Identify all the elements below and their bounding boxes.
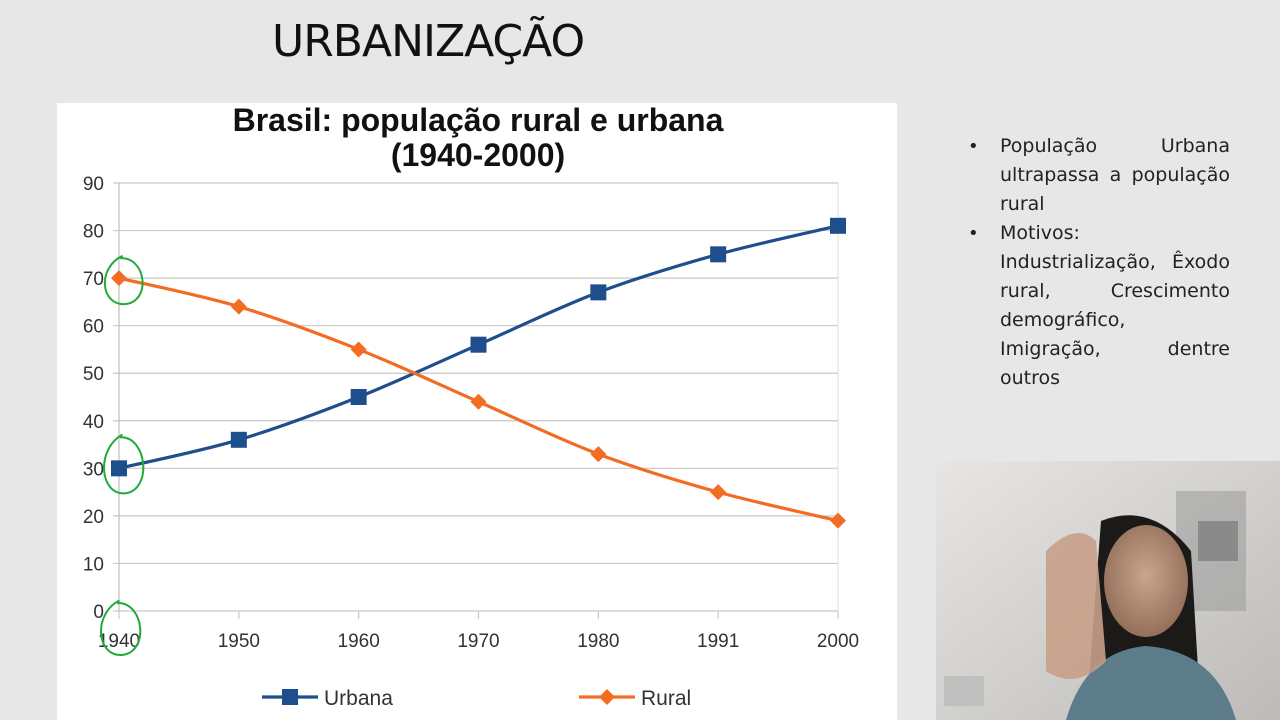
data-point-urbana: [590, 284, 607, 301]
presenter-video-icon: [936, 461, 1280, 720]
chart-svg: Brasil: população rural e urbana (1940-2…: [83, 103, 859, 710]
legend: Urbana Rural: [262, 687, 691, 710]
axes: 0 10 20 30 40 50 60 70 80 90 1940 1950 1960 1970 1980 1…: [83, 174, 859, 652]
annotation-circle: [103, 254, 144, 306]
y-tick-label: 80: [83, 222, 104, 243]
slide-title: URBANIZAÇÃO: [272, 16, 585, 67]
data-point-rural: [470, 393, 487, 410]
chart-subtitle: (1940-2000): [391, 137, 565, 173]
chart-title: Brasil: população rural e urbana: [233, 103, 724, 138]
x-tick-label: 2000: [817, 631, 859, 652]
y-tick-label: 0: [93, 602, 104, 623]
line-chart: Brasil: população rural e urbana (1940-2…: [57, 103, 897, 720]
y-tick-label: 20: [83, 507, 104, 528]
data-point-urbana: [830, 217, 846, 234]
gridlines: [113, 182, 839, 619]
data-point-rural: [710, 484, 727, 501]
x-tick-label: 1991: [697, 631, 739, 652]
data-point-urbana: [470, 336, 487, 353]
handwritten-circles: [100, 254, 145, 657]
legend-marker-rural: [599, 689, 615, 705]
data-point-urbana: [111, 460, 127, 477]
bullet-item: Motivos: Industrialização, Êxodo rural, …: [968, 219, 1230, 393]
legend-marker-urbana: [282, 689, 298, 705]
data-point-rural: [230, 298, 247, 315]
y-tick-label: 30: [83, 459, 104, 480]
series-lines: [111, 217, 846, 529]
x-tick-label: 1950: [218, 631, 260, 652]
data-point-rural: [590, 446, 607, 463]
annotation-circle: [103, 433, 145, 495]
presenter-video: [936, 461, 1280, 720]
legend-label-rural: Rural: [641, 687, 691, 710]
x-tick-label: 1940: [98, 631, 140, 652]
x-tick-label: 1960: [338, 631, 380, 652]
y-tick-label: 50: [83, 364, 104, 385]
bullet-item: População Urbana ultrapassa a população …: [968, 132, 1230, 219]
data-point-urbana: [230, 431, 247, 448]
annotation-circle: [100, 599, 142, 657]
data-point-rural: [830, 512, 846, 529]
legend-label-urbana: Urbana: [324, 687, 393, 710]
data-point-rural: [350, 341, 367, 358]
y-tick-label: 60: [83, 317, 104, 338]
y-tick-label: 10: [83, 554, 104, 575]
x-tick-label: 1980: [577, 631, 619, 652]
y-tick-label: 90: [83, 174, 104, 195]
y-tick-label: 70: [83, 269, 104, 290]
data-point-urbana: [350, 389, 367, 405]
y-tick-label: 40: [83, 412, 104, 433]
bullet-list: População Urbana ultrapassa a população …: [968, 132, 1230, 393]
data-point-urbana: [710, 246, 727, 263]
data-point-rural: [111, 270, 127, 287]
x-tick-label: 1970: [457, 631, 499, 652]
